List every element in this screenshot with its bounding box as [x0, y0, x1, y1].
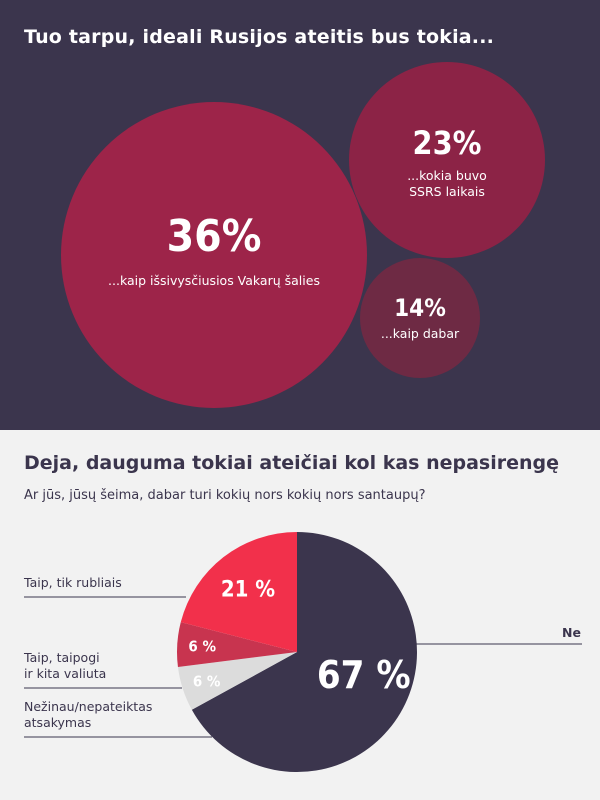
- pie-chart-question: Ar jūs, jūsų šeima, dabar turi kokių nor…: [24, 488, 426, 503]
- pie-value-label: 6 %: [188, 637, 216, 655]
- bubble-category-label: ...kokia buvo: [407, 168, 487, 183]
- pie-value-label: 67 %: [317, 653, 411, 697]
- pie-chart-title: Deja, dauguma tokiai ateičiai kol kas ne…: [24, 452, 560, 474]
- pie-value-label: 6 %: [193, 673, 221, 691]
- pie-category-label: Taip, taipogi: [23, 650, 100, 665]
- bubble-value-label: 14%: [394, 294, 446, 322]
- bubble-3: [360, 258, 480, 378]
- pie-slice: [180, 532, 297, 652]
- pie-slice: [177, 622, 297, 668]
- pie-category-label: Nežinau/nepateiktas: [24, 699, 152, 714]
- pie-category-label: Ne: [562, 625, 581, 640]
- pie-chart: 67 % 6 % 6 % 21 %: [177, 532, 417, 773]
- pie-slice: [191, 532, 417, 773]
- bubble-category-label: ...kaip išsivysčiusios Vakarų šalies: [108, 273, 320, 288]
- pie-category-label: ir kita valiuta: [24, 666, 106, 681]
- bubble-category-label: ...kaip dabar: [381, 326, 460, 341]
- bubble-2: [349, 62, 545, 258]
- pie-slice: [177, 652, 297, 710]
- pie-value-label: 21 %: [221, 577, 275, 602]
- pie-category-label: atsakymas: [24, 715, 91, 730]
- bubble-chart-title: Tuo tarpu, ideali Rusijos ateitis bus to…: [24, 26, 495, 48]
- bubble-1: [61, 102, 367, 408]
- bubble-value-label: 36%: [167, 211, 262, 262]
- bubble-value-label: 23%: [413, 124, 482, 162]
- bubble-category-label: SSRS laikais: [409, 184, 485, 199]
- pie-category-label: Taip, tik rubliais: [23, 575, 122, 590]
- bubble-chart: 36% ...kaip išsivysčiusios Vakarų šalies 2…: [61, 62, 545, 408]
